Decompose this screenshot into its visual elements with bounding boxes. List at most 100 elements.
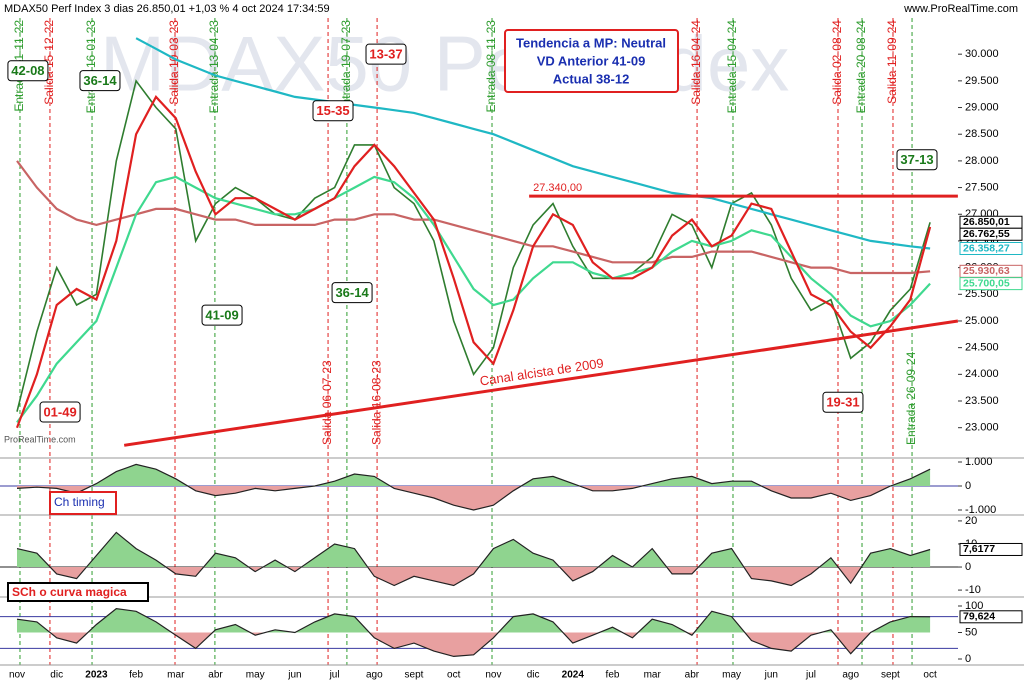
x-tick-label: abr xyxy=(208,670,223,681)
x-tick-label: mar xyxy=(644,670,662,681)
y-tick-label: -1.000 xyxy=(965,504,996,516)
header: MDAX50 Perf Index 3 dias 26.850,01 +1,03… xyxy=(4,3,330,15)
price-label-box xyxy=(959,277,1023,291)
price-label: 25.930,63 xyxy=(963,265,1010,277)
y-tick-label: 20 xyxy=(965,515,977,527)
price-label-box xyxy=(959,241,1023,255)
y-tick-label: 30.000 xyxy=(965,48,999,60)
signal-label: Salida 10-03-23 xyxy=(167,20,181,105)
signal-label: Salida 15-12-22 xyxy=(42,20,56,105)
x-tick-label: 2023 xyxy=(85,670,108,681)
trendline xyxy=(123,319,959,447)
annotation-box xyxy=(822,391,864,413)
info-line: Tendencia a MP: Neutral xyxy=(516,35,666,50)
signal-label: Entrada 08-11-23 xyxy=(484,20,498,113)
watermark: MDAX50 Perf Index xyxy=(100,20,789,108)
signal-label: Salida 16-04-24 xyxy=(689,20,703,105)
annotation-label: 19-31 xyxy=(826,395,859,410)
info-box xyxy=(504,29,679,93)
price-label: 7,6177 xyxy=(963,543,995,555)
indicator-line xyxy=(16,463,931,511)
y-tick-label: 25.000 xyxy=(965,315,999,327)
signal-label: Salida 06-07-23 xyxy=(320,360,334,445)
y-tick-label: 24.500 xyxy=(965,342,999,354)
signal-label: Entrada 16-01-23 xyxy=(84,20,98,114)
signal-label: Entrada 19-07-23 xyxy=(339,20,353,114)
price-label: 26.762,55 xyxy=(963,228,1010,240)
y-tick-label: 28.000 xyxy=(965,155,999,167)
y-tick-label: 0 xyxy=(965,480,971,492)
annotation-label: 36-14 xyxy=(335,285,369,300)
indicator-line xyxy=(16,531,931,587)
annotation-label: 15-35 xyxy=(316,103,349,118)
x-tick-label: oct xyxy=(923,670,937,681)
x-tick-label: 2024 xyxy=(562,670,585,681)
signal-label: Entrada 13-04-23 xyxy=(207,20,221,114)
info-line: VD Anterior 41-09 xyxy=(537,53,646,68)
x-tick-label: oct xyxy=(447,670,461,681)
price-label: 26.850,01 xyxy=(963,216,1010,228)
x-tick-label: jun xyxy=(287,670,301,681)
annotation-label: 01-49 xyxy=(43,404,76,419)
annotation-label: 42-08 xyxy=(11,63,44,78)
x-tick-label: abr xyxy=(685,670,700,681)
x-tick-label: dic xyxy=(527,670,540,681)
x-tick-label: jun xyxy=(764,670,778,681)
y-tick-label: 27.500 xyxy=(965,181,999,193)
x-tick-label: nov xyxy=(485,670,501,681)
source: www.ProRealTime.com xyxy=(903,3,1018,15)
x-tick-label: jul xyxy=(329,670,340,681)
y-tick-label: 0 xyxy=(965,561,971,573)
area-positive xyxy=(17,608,931,633)
footer-logo: ProRealTime.com xyxy=(4,434,76,444)
x-tick-label: nov xyxy=(9,670,25,681)
price-label-box xyxy=(959,610,1023,624)
annotation-box xyxy=(896,149,938,171)
y-tick-label: -10 xyxy=(965,584,981,596)
annotation-box xyxy=(79,70,121,92)
y-tick-label: 23.500 xyxy=(965,395,999,407)
x-tick-label: dic xyxy=(50,670,63,681)
area-positive xyxy=(91,464,931,487)
price-label: 25.700,05 xyxy=(963,277,1010,289)
price-label-box xyxy=(959,542,1023,556)
area-negative xyxy=(17,567,931,586)
price-label-box xyxy=(959,227,1023,241)
x-tick-label: sept xyxy=(405,670,424,681)
x-tick-label: sept xyxy=(881,670,900,681)
y-tick-label: 25.500 xyxy=(965,288,999,300)
signal-label: Salida 11-09-24 xyxy=(885,20,899,104)
info-line: Actual 38-12 xyxy=(553,71,630,86)
x-tick-label: ago xyxy=(842,670,859,681)
y-tick-label: 0 xyxy=(965,653,971,665)
x-tick-label: mar xyxy=(167,670,185,681)
x-tick-label: may xyxy=(722,670,741,681)
y-tick-label: 1.000 xyxy=(965,456,993,468)
annotation-box xyxy=(201,304,243,326)
area-negative xyxy=(17,632,931,657)
signal-label: Salida 16-08-23 xyxy=(369,360,383,445)
indicator-title-box xyxy=(7,582,149,602)
y-tick-label: 50 xyxy=(965,626,977,638)
annotation-box xyxy=(7,60,49,82)
x-tick-label: ago xyxy=(366,670,383,681)
level-label: 27.340,00 xyxy=(533,182,582,194)
annotation-box xyxy=(312,100,354,122)
area-negative xyxy=(17,486,931,510)
annotation-label: 36-14 xyxy=(83,73,117,88)
series-line xyxy=(16,160,931,275)
indicator-title: SCh o curva magica xyxy=(12,585,127,599)
annotation-box xyxy=(331,282,373,304)
price-label: 26.358,27 xyxy=(963,242,1010,254)
indicator-title: Ch timing xyxy=(54,495,105,509)
annotation-box xyxy=(39,401,81,423)
annotation-label: 13-37 xyxy=(369,47,402,62)
annotation-label: 41-09 xyxy=(205,308,238,323)
series-line xyxy=(135,37,931,250)
x-tick-label: may xyxy=(246,670,265,681)
x-tick-label: jul xyxy=(805,670,816,681)
price-label: 79,624 xyxy=(963,611,995,623)
series-line xyxy=(15,95,932,429)
y-tick-label: 28.500 xyxy=(965,128,999,140)
